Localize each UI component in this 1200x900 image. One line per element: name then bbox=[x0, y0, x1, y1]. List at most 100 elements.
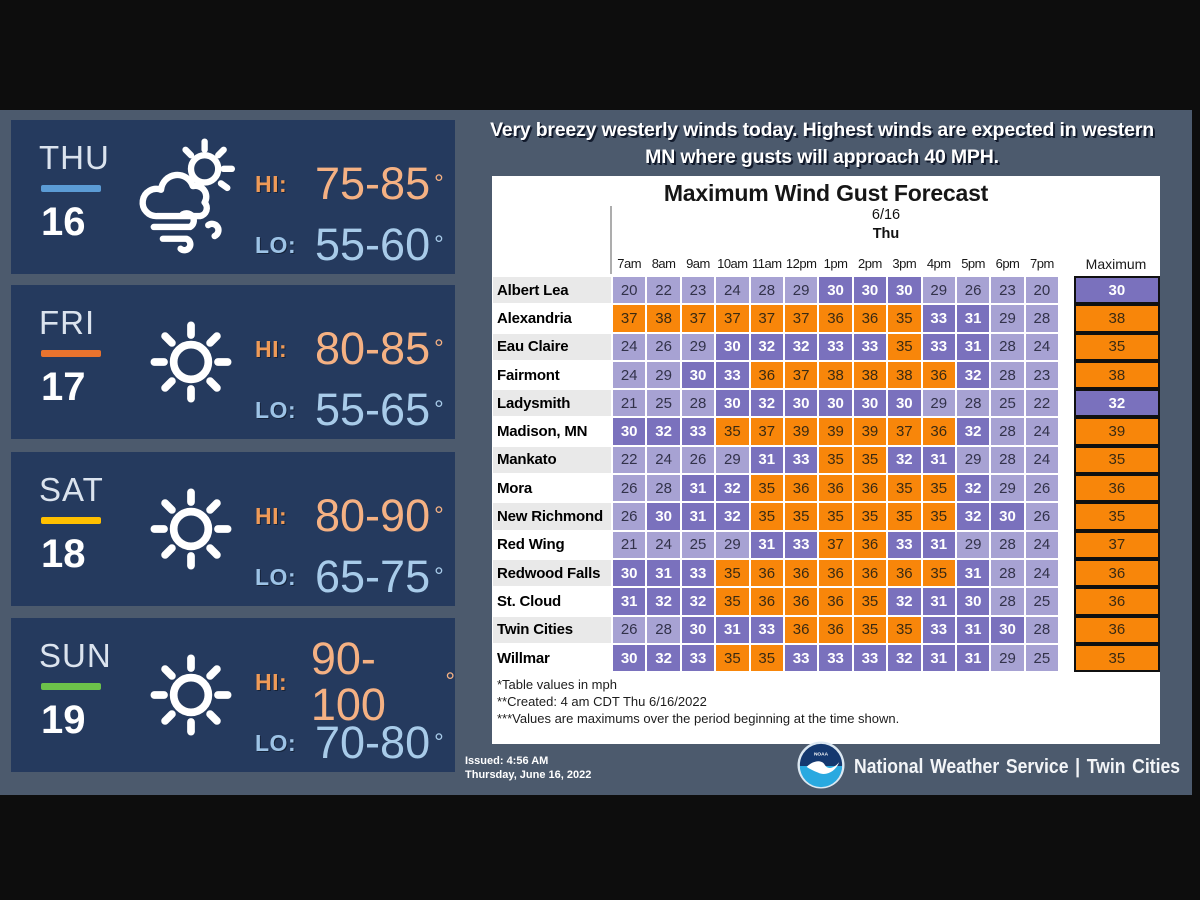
gust-cell: 37 bbox=[612, 304, 647, 333]
gust-cell: 35 bbox=[783, 502, 819, 531]
gust-cell: 29 bbox=[921, 276, 956, 305]
max-gust-cell: 36 bbox=[1073, 558, 1160, 588]
gust-cell: 24 bbox=[1024, 445, 1060, 475]
gust-cell: 30 bbox=[852, 276, 888, 305]
gust-cell: 37 bbox=[818, 530, 853, 559]
gust-cell: 30 bbox=[680, 360, 716, 390]
gust-cell: 29 bbox=[990, 643, 1025, 673]
column-gap bbox=[1059, 615, 1074, 644]
gust-cell: 32 bbox=[749, 389, 784, 418]
city-label: Redwood Falls bbox=[492, 558, 612, 588]
gust-cell: 30 bbox=[646, 502, 681, 531]
lo-label: LO: bbox=[255, 231, 297, 258]
gust-cell: 36 bbox=[783, 615, 819, 644]
gust-cell: 31 bbox=[955, 643, 991, 673]
hour-header: 9am bbox=[686, 256, 710, 271]
gust-cell: 28 bbox=[680, 389, 716, 418]
gust-cell: 36 bbox=[818, 474, 853, 503]
gust-cell: 30 bbox=[612, 643, 647, 673]
gust-cell: 24 bbox=[612, 360, 647, 390]
hour-header: 6pm bbox=[995, 256, 1020, 271]
accent-bar bbox=[41, 683, 101, 690]
hour-headers: 7am 8am 9am 10am 11am 12pm 1pm 2pm 3pm 4pm 5pm 6pm 7… bbox=[612, 256, 1059, 271]
gust-cell: 39 bbox=[783, 417, 819, 446]
gust-cell: 36 bbox=[749, 360, 784, 390]
hour-header: 10am bbox=[717, 256, 748, 271]
gust-cell: 29 bbox=[715, 445, 750, 475]
gust-cell: 26 bbox=[612, 502, 647, 531]
gust-cell: 37 bbox=[783, 304, 819, 333]
gust-cell: 33 bbox=[921, 304, 956, 333]
max-gust-cell: 32 bbox=[1073, 389, 1160, 418]
gust-cell: 36 bbox=[783, 587, 819, 616]
city-label: Twin Cities bbox=[492, 615, 612, 644]
max-gust-cell: 36 bbox=[1073, 615, 1160, 644]
gust-cell: 36 bbox=[887, 558, 922, 588]
gust-cell: 35 bbox=[715, 417, 750, 446]
gust-cell: 33 bbox=[852, 643, 888, 673]
gust-cell: 23 bbox=[990, 276, 1025, 305]
gust-cell: 32 bbox=[783, 332, 819, 361]
gust-cell: 31 bbox=[955, 304, 991, 333]
gust-cell: 31 bbox=[612, 587, 647, 616]
sun-icon bbox=[127, 452, 255, 606]
gust-cell: 35 bbox=[749, 643, 784, 673]
headline-line2: MN where gusts will approach 40 MPH. bbox=[645, 146, 999, 168]
gust-cell: 22 bbox=[646, 276, 681, 305]
hour-header: 1pm bbox=[823, 256, 848, 271]
lo-label: LO: bbox=[255, 729, 297, 756]
city-label: Albert Lea bbox=[492, 276, 612, 305]
gust-cell: 28 bbox=[990, 558, 1025, 588]
column-gap bbox=[1059, 417, 1074, 446]
gust-cell: 31 bbox=[955, 615, 991, 644]
gust-cell: 35 bbox=[818, 502, 853, 531]
gust-cell: 33 bbox=[921, 332, 956, 361]
gust-cell: 28 bbox=[990, 332, 1025, 361]
hi-value: 90-100 bbox=[310, 633, 386, 730]
hi-label: HI: bbox=[255, 502, 288, 529]
gust-cell: 31 bbox=[921, 643, 956, 673]
gust-cell: 21 bbox=[612, 530, 647, 559]
gust-cell: 26 bbox=[1024, 502, 1060, 531]
forecast-card-sun: SUN 19 HI: 90-100 ° LO: 70-80 ° bbox=[11, 618, 455, 772]
gust-cell: 32 bbox=[715, 474, 750, 503]
accent-bar bbox=[41, 185, 101, 192]
city-label: Madison, MN bbox=[492, 417, 612, 446]
gust-cell: 26 bbox=[680, 445, 716, 475]
gust-cell: 35 bbox=[715, 558, 750, 588]
degree-symbol: ° bbox=[434, 231, 444, 258]
gust-cell: 30 bbox=[990, 502, 1025, 531]
max-gust-cell: 36 bbox=[1073, 587, 1160, 616]
gust-cell: 24 bbox=[646, 445, 681, 475]
degree-symbol: ° bbox=[434, 502, 444, 529]
degree-symbol: ° bbox=[434, 170, 444, 197]
city-label: Alexandria bbox=[492, 304, 612, 333]
hi-value: 75-85 bbox=[315, 158, 431, 209]
gust-cell: 32 bbox=[955, 502, 991, 531]
gust-cell: 35 bbox=[852, 502, 888, 531]
gust-cell: 36 bbox=[818, 304, 853, 333]
day-label: SUN bbox=[39, 637, 112, 674]
city-label: St. Cloud bbox=[492, 587, 612, 616]
gust-cell: 24 bbox=[715, 276, 750, 305]
gust-cell: 29 bbox=[680, 332, 716, 361]
temps-block: HI: 80-90 ° LO: 65-75 ° bbox=[255, 452, 455, 606]
hour-header: 3pm bbox=[892, 256, 917, 271]
gust-cell: 36 bbox=[852, 304, 888, 333]
date-label: 18 bbox=[41, 532, 86, 576]
column-gap bbox=[1059, 304, 1074, 333]
gust-cell: 30 bbox=[818, 389, 853, 418]
gust-cell: 25 bbox=[1024, 587, 1060, 616]
column-gap bbox=[1059, 502, 1074, 531]
gust-cell: 35 bbox=[852, 587, 888, 616]
gust-cell: 30 bbox=[955, 587, 991, 616]
gust-cell: 25 bbox=[1024, 643, 1060, 673]
sun-icon bbox=[127, 285, 255, 439]
temps-block: HI: 75-85 ° LO: 55-60 ° bbox=[255, 120, 455, 274]
forecast-card-thu: THU 16 HI: 75-85 ° bbox=[11, 120, 455, 274]
gust-cell: 24 bbox=[1024, 558, 1060, 588]
gust-cell: 32 bbox=[955, 474, 991, 503]
gust-cell: 30 bbox=[612, 417, 647, 446]
lo-label: LO: bbox=[255, 563, 297, 590]
gust-cell: 25 bbox=[646, 389, 681, 418]
